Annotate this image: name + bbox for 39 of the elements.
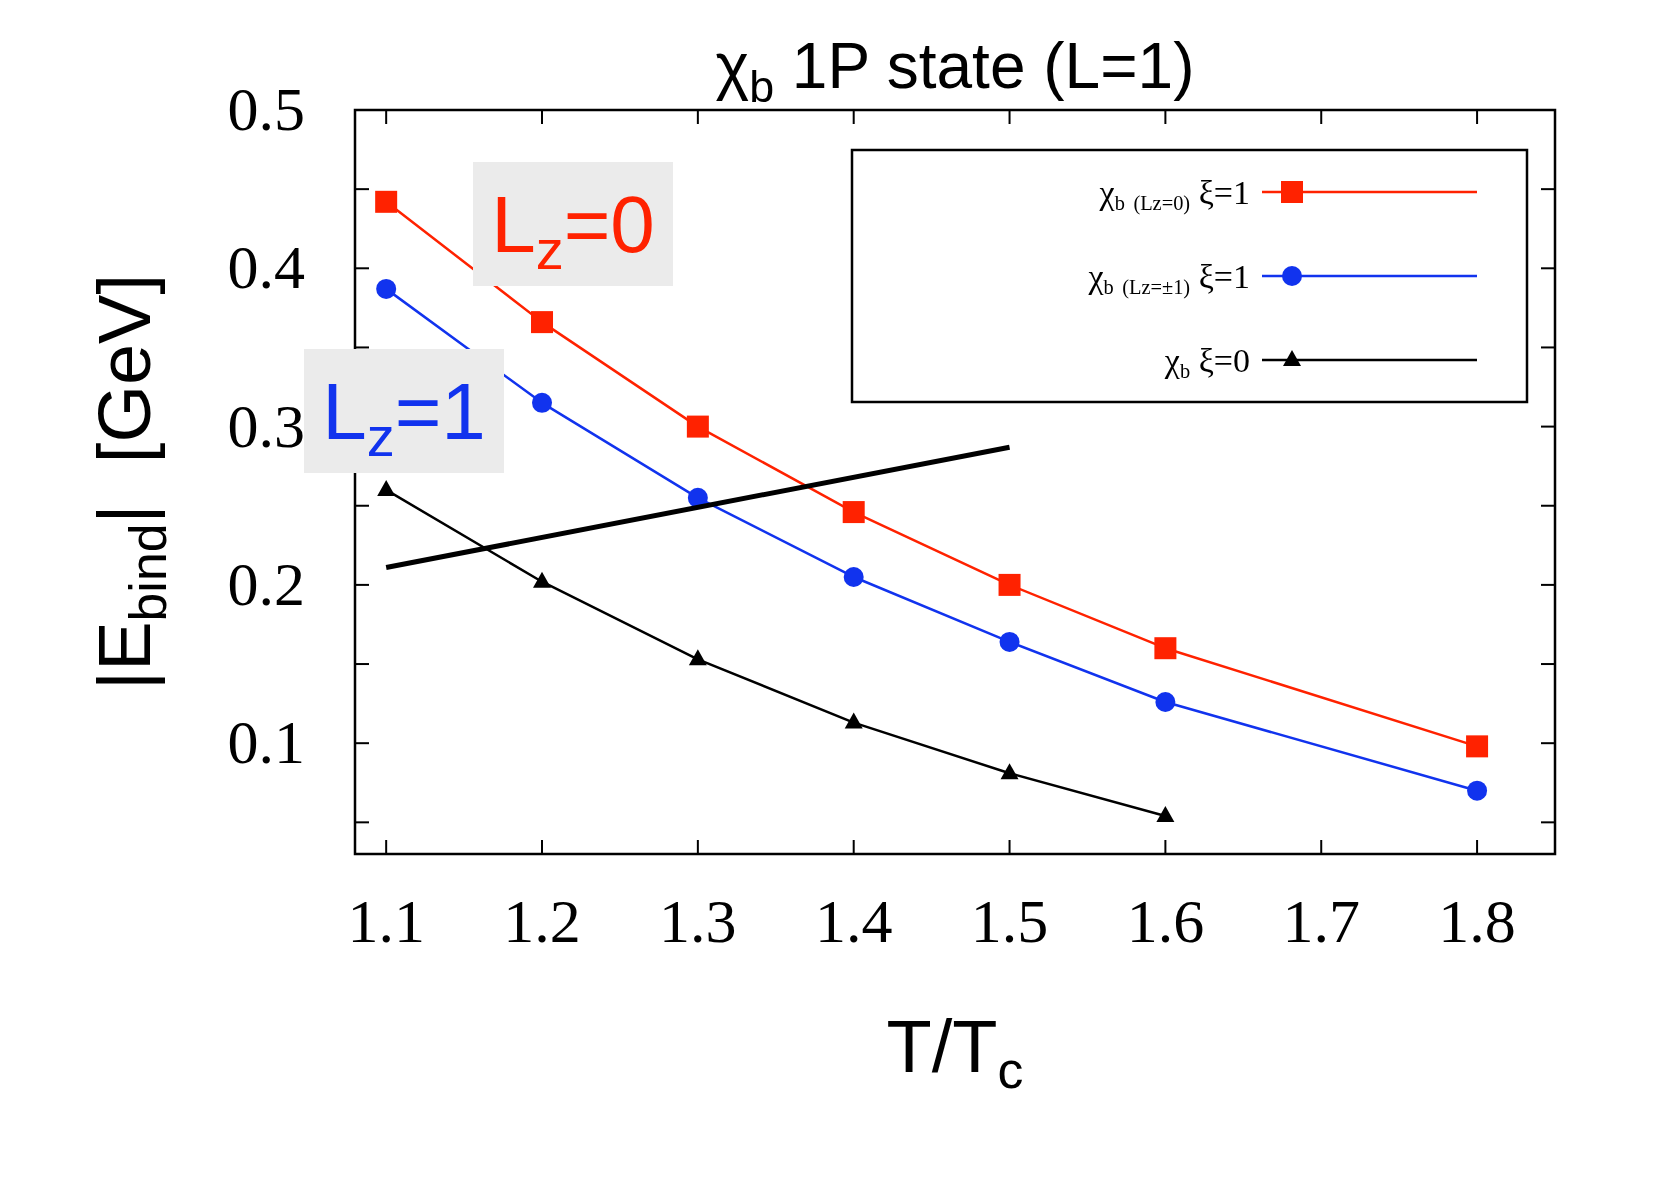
point — [531, 311, 554, 334]
point — [842, 501, 865, 524]
x-tick-label: 1.7 — [1282, 887, 1360, 955]
chart-title: χ$_{b}$ 1P state (L=1) — [715, 30, 1195, 111]
x-tick-label: 1.5 — [970, 887, 1049, 955]
legend-label: χ$_{b}$ $_{(Lz=0)}$ ξ=1 — [1098, 174, 1250, 215]
x-tick-label: 1.8 — [1438, 887, 1516, 955]
point — [999, 631, 1020, 652]
point — [843, 566, 864, 587]
x-axis-title: T/T$_{c}$ — [886, 1005, 1024, 1099]
point — [1154, 637, 1177, 660]
point — [1466, 735, 1489, 758]
point — [533, 571, 552, 588]
y-tick-label: 0.4 — [227, 233, 305, 302]
point — [998, 573, 1021, 596]
point — [376, 278, 397, 299]
annotation: L$_{z}$=1 — [322, 367, 486, 468]
x-tick-label: 1.1 — [347, 887, 425, 955]
annotation: L$_{z}$=0 — [491, 180, 655, 281]
point — [1000, 763, 1019, 780]
point — [686, 415, 709, 438]
y-tick-label: 0.2 — [227, 549, 305, 618]
point — [1156, 806, 1175, 823]
x-tick-label: 1.4 — [814, 887, 893, 955]
point — [532, 392, 553, 413]
point — [844, 712, 863, 729]
point — [1155, 692, 1176, 713]
legend-label: χ$_{b}$ $_{(Lz=±1)}$ ξ=1 — [1087, 258, 1250, 299]
y-tick-label: 0.3 — [227, 391, 305, 460]
x-tick-label: 1.2 — [503, 887, 581, 955]
x-tick-label: 1.6 — [1126, 887, 1205, 955]
point — [375, 190, 398, 213]
legend-label: χ$_{b}$ ξ=0 — [1163, 342, 1250, 382]
x-tick-label: 1.3 — [659, 887, 737, 955]
point — [688, 649, 707, 666]
point — [377, 479, 396, 496]
y-tick-label: 0.1 — [227, 708, 305, 777]
y-tick-label: 0.5 — [227, 75, 305, 143]
point — [1467, 780, 1488, 801]
